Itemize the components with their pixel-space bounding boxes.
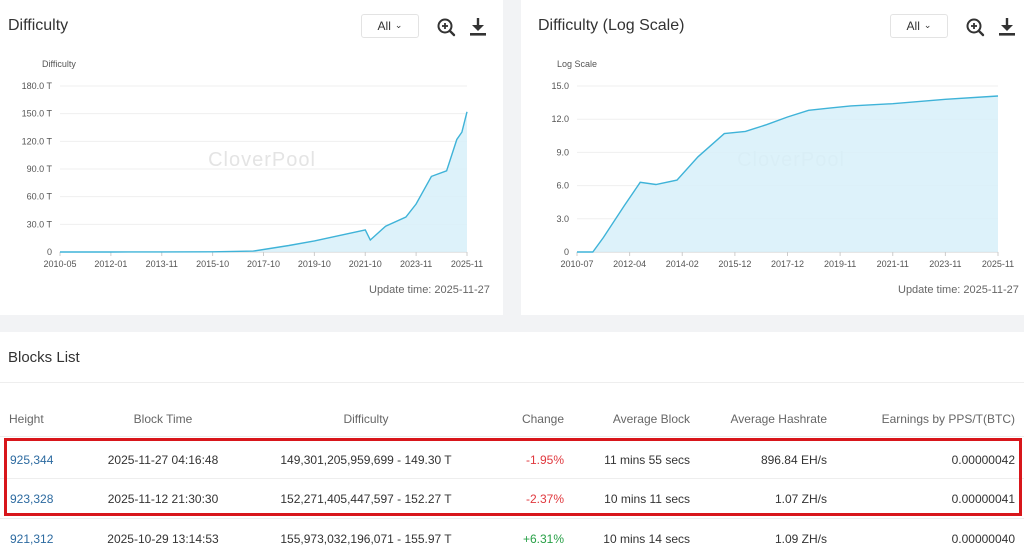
series-line (577, 95, 999, 253)
row-divider (0, 436, 1024, 437)
x-tick-label: 2015-12 (718, 259, 751, 269)
x-tick-label: 2019-10 (298, 259, 331, 269)
difficulty-range-value: All (377, 19, 391, 33)
y-tick-label: 0 (564, 247, 569, 257)
download-icon[interactable] (467, 16, 489, 38)
block-earnings: 0.00000042 (951, 453, 1015, 467)
y-tick-label: 180.0 T (22, 81, 53, 91)
x-tick-label: 2025-11 (451, 259, 483, 269)
header-change: Change (521, 412, 564, 426)
x-tick-label: 2014-02 (666, 259, 699, 269)
x-tick-label: 2025-11 (982, 259, 1014, 269)
x-tick-label: 2019-11 (824, 259, 856, 269)
block-change: -2.37% (525, 492, 564, 506)
block-average-block: 10 mins 11 secs (604, 492, 690, 506)
y-tick-label: 150.0 T (22, 109, 53, 119)
difficulty-chart-card: Difficulty All ⌄ Difficulty 180.0 T 150.0 … (0, 0, 503, 315)
series-line (60, 111, 468, 253)
chevron-down-icon: ⌄ (923, 19, 932, 30)
x-tick-label: 2021-11 (877, 259, 909, 269)
log-difficulty-chart: Log Scale 15.0 12.0 9.0 6.0 3.0 0 2010-07 2012-0… (551, 59, 1014, 269)
y-tick-label: 120.0 T (22, 136, 53, 146)
block-height-link[interactable]: 921,312 (10, 532, 54, 546)
block-height-link[interactable]: 925,344 (10, 453, 54, 467)
difficulty-update-time: Update time: 2025-11-27 (369, 284, 490, 296)
log-difficulty-range-select[interactable]: All ⌄ (890, 14, 948, 38)
block-average-hashrate: 1.07 ZH/s (774, 492, 827, 506)
block-difficulty: 149,301,205,959,699 - 149.30 T (280, 453, 452, 467)
block-difficulty: 155,973,032,196,071 - 155.97 T (280, 532, 452, 546)
block-change: +6.31% (522, 532, 564, 546)
block-earnings: 0.00000041 (951, 492, 1015, 506)
watermark-text: CloverPool (208, 149, 316, 171)
row-divider (0, 518, 1024, 519)
x-tick-label: 2012-04 (613, 259, 646, 269)
block-time: 2025-11-27 04:16:48 (107, 453, 219, 467)
block-change: -1.95% (525, 453, 564, 467)
block-average-hashrate: 896.84 EH/s (760, 453, 827, 467)
x-tick-label: 2010-05 (43, 259, 76, 269)
header-block-time: Block Time (133, 412, 193, 426)
block-average-block: 11 mins 55 secs (604, 453, 690, 467)
y-tick-label: 90.0 T (27, 164, 53, 174)
y-axis-label: Log Scale (557, 59, 597, 69)
y-axis-label: Difficulty (42, 59, 76, 69)
x-tick-label: 2012-01 (94, 259, 127, 269)
blocks-list-card: Blocks List Height Block Time Difficulty… (0, 332, 1024, 554)
x-tick-label: 2023-11 (929, 259, 961, 269)
x-tick-label: 2013-11 (146, 259, 178, 269)
y-tick-label: 15.0 (551, 81, 569, 91)
block-time: 2025-11-12 21:30:30 (107, 492, 219, 506)
divider (0, 382, 1024, 383)
header-average-block: Average Block (612, 412, 690, 426)
difficulty-chart: Difficulty 180.0 T 150.0 T 120.0 T 90.0 T 60.… (22, 59, 484, 269)
header-height: Height (9, 412, 44, 426)
download-icon[interactable] (996, 16, 1018, 38)
y-tick-label: 60.0 T (27, 192, 53, 202)
x-tick-label: 2017-10 (247, 259, 280, 269)
block-height-link[interactable]: 923,328 (10, 492, 54, 506)
block-average-block: 10 mins 14 secs (603, 532, 690, 546)
header-difficulty: Difficulty (343, 412, 389, 426)
row-divider (0, 478, 1024, 479)
y-tick-label: 12.0 (551, 114, 569, 124)
log-difficulty-update-time: Update time: 2025-11-27 (898, 284, 1019, 296)
x-tick-label: 2017-12 (771, 259, 804, 269)
log-difficulty-range-value: All (906, 19, 920, 33)
log-difficulty-chart-title: Difficulty (Log Scale) (538, 17, 685, 34)
y-tick-label: 6.0 (556, 181, 569, 191)
header-earnings: Earnings by PPS/T(BTC) (881, 412, 1015, 426)
zoom-in-icon[interactable] (435, 16, 457, 38)
block-average-hashrate: 1.09 ZH/s (774, 532, 827, 546)
series-area (60, 111, 467, 252)
block-difficulty: 152,271,405,447,597 - 152.27 T (280, 492, 452, 506)
block-time: 2025-10-29 13:14:53 (107, 532, 219, 546)
difficulty-chart-title: Difficulty (8, 17, 69, 34)
block-earnings: 0.00000040 (951, 532, 1015, 546)
y-tick-label: 0 (47, 247, 52, 257)
zoom-in-icon[interactable] (964, 16, 986, 38)
x-tick-label: 2023-11 (400, 259, 432, 269)
x-tick-label: 2021-10 (349, 259, 382, 269)
blocks-list-title: Blocks List (8, 349, 80, 366)
difficulty-range-select[interactable]: All ⌄ (361, 14, 419, 38)
y-tick-label: 30.0 T (27, 219, 53, 229)
y-tick-label: 9.0 (556, 147, 569, 157)
x-tick-label: 2015-10 (196, 259, 229, 269)
header-average-hashrate: Average Hashrate (730, 412, 827, 426)
chevron-down-icon: ⌄ (394, 19, 403, 30)
x-tick-label: 2010-07 (560, 259, 593, 269)
series-area (577, 96, 998, 252)
y-tick-label: 3.0 (556, 214, 569, 224)
log-difficulty-chart-card: Difficulty (Log Scale) All ⌄ Log Scale 15… (521, 0, 1024, 315)
